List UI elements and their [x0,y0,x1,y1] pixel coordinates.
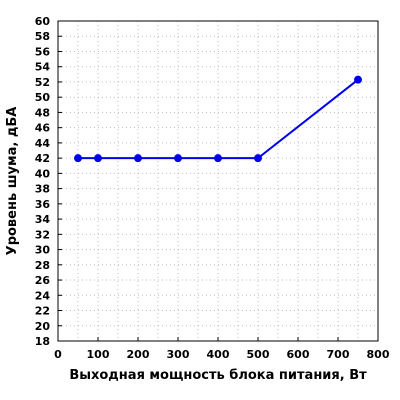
axis-ticks: 0 100 200 300 400 500 600 700 800 18 20 22 24 26 28 30 3… [35,15,390,361]
x-tick-label: 500 [247,348,270,361]
x-axis-title: Выходная мощность блока питания, Вт [69,368,367,383]
y-tick-label: 32 [35,228,50,241]
y-tick-label: 54 [35,61,51,74]
y-tick-label: 60 [35,15,51,28]
data-point [214,154,222,163]
y-tick-label: 24 [35,289,51,302]
x-tick-label: 600 [287,348,310,361]
y-tick-label: 28 [35,259,50,272]
x-tick-label: 100 [87,348,110,361]
y-tick-label: 18 [35,335,50,348]
x-tick-label: 700 [327,348,350,361]
y-tick-label: 58 [35,30,50,43]
x-tick-label: 800 [367,348,390,361]
grid [58,21,378,341]
y-tick-label: 50 [35,91,51,104]
data-point [94,154,102,163]
y-axis-title: Уровень шума, дБА [5,107,20,256]
data-point [134,154,142,163]
y-tick-label: 48 [35,106,50,119]
y-tick-label: 20 [35,320,51,333]
x-tick-label: 300 [167,348,190,361]
series-layer [74,75,362,163]
y-tick-label: 34 [35,213,51,226]
y-tick-label: 52 [35,76,50,89]
y-tick-label: 46 [35,122,51,135]
x-tick-label: 200 [127,348,150,361]
y-tick-label: 40 [35,167,51,180]
series-line [78,78,359,160]
data-point [74,154,82,163]
y-tick-label: 44 [35,137,51,150]
data-point [254,154,262,163]
y-tick-label: 38 [35,183,50,196]
y-tick-label: 42 [35,152,50,165]
y-tick-label: 26 [35,274,51,287]
y-tick-label: 30 [35,244,51,257]
y-tick-label: 36 [35,198,51,211]
data-point [354,75,362,84]
data-point [174,154,182,163]
y-tick-label: 22 [35,305,50,318]
x-tick-label: 400 [207,348,230,361]
y-tick-label: 56 [35,45,51,58]
x-tick-label: 0 [54,348,62,361]
